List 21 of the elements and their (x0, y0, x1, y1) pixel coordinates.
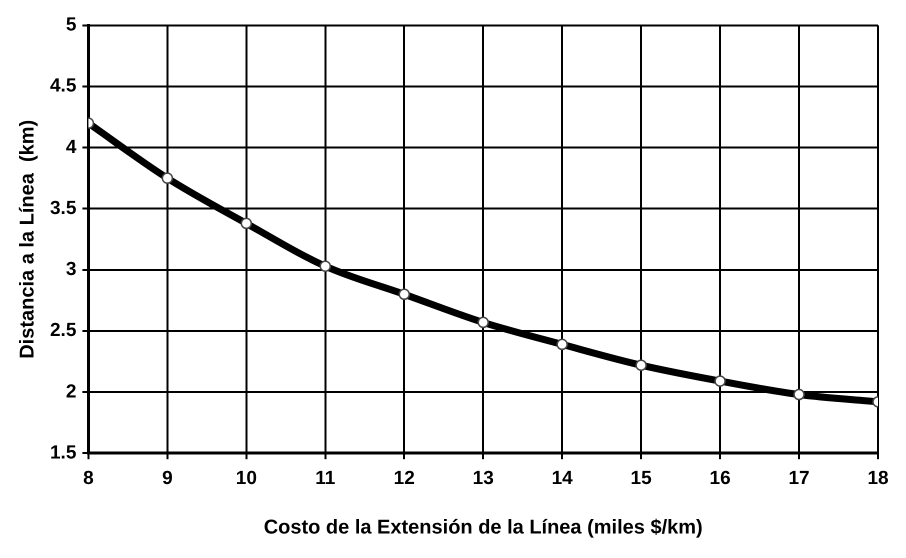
x-tick-label: 9 (162, 468, 173, 489)
y-tick-label: 3.5 (50, 198, 77, 219)
x-axis-title: Costo de la Extensión de la Línea (miles $/km) (264, 516, 703, 539)
x-tick-label: 16 (710, 468, 731, 489)
y-tick-label: 2.5 (50, 320, 77, 342)
y-tick-label: 3 (66, 259, 76, 280)
y-tick-label: 4 (66, 136, 77, 158)
x-tick-label: 10 (236, 468, 257, 489)
y-tick-label: 4.5 (50, 76, 77, 97)
y-tick-label: 2 (66, 381, 76, 402)
x-tick-label: 13 (472, 468, 494, 489)
x-tick-label: 11 (315, 468, 336, 489)
x-tick-label: 14 (552, 468, 574, 489)
x-tick-label: 12 (394, 468, 415, 489)
y-tick-label: 1.5 (50, 442, 77, 464)
x-tick-label: 17 (788, 468, 810, 489)
x-tick-label: 15 (630, 468, 652, 489)
x-tick-label: 8 (83, 468, 94, 489)
y-tick-label: 5 (66, 14, 77, 36)
x-tick-label: 18 (867, 468, 889, 489)
y-axis-title: Distancia a la Línea (km) (16, 120, 39, 359)
